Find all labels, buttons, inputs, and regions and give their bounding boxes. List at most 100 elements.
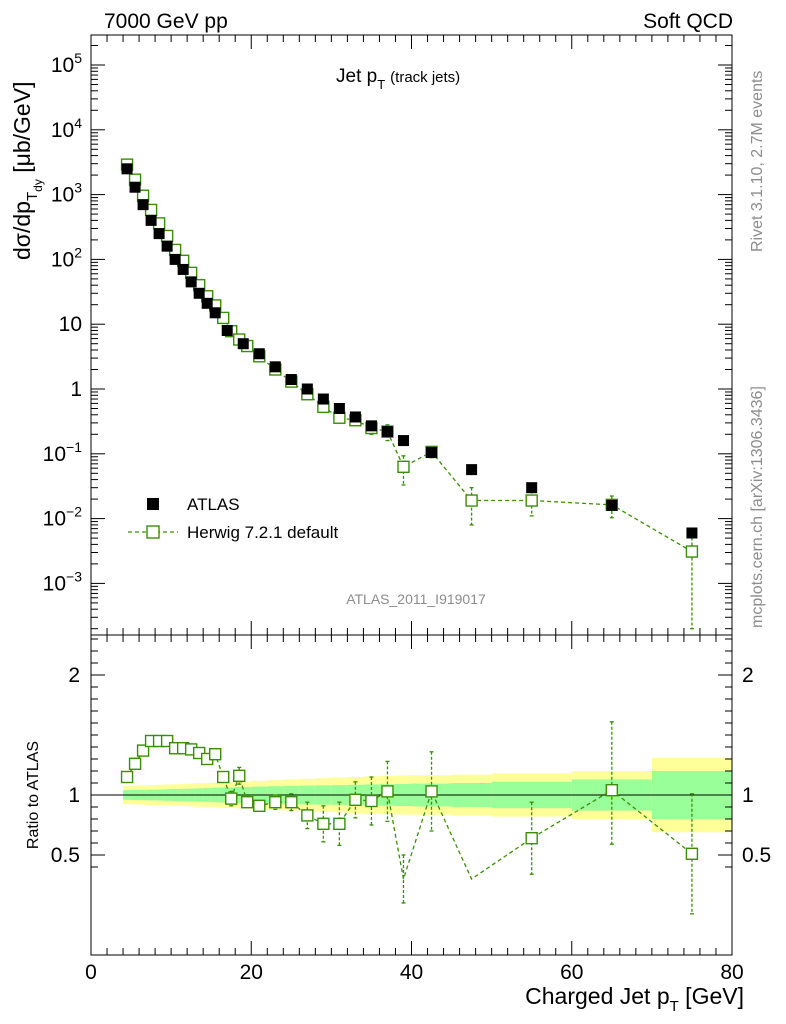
atlas-point: [193, 287, 205, 299]
main-ytick-label: 10−2: [43, 504, 83, 531]
ratio-plot-frame: [90, 634, 733, 956]
ratio-point: [225, 792, 238, 805]
ratio-ytick-label-left: 2: [68, 664, 80, 687]
atlas-point: [606, 499, 618, 511]
atlas-point: [121, 163, 133, 175]
ratio-point: [128, 757, 142, 770]
plot-title-sub: T: [377, 77, 385, 92]
main-plot-frame: [90, 34, 733, 636]
main-ylabel: dσ/dpTdy [μb/GeV]: [9, 82, 45, 260]
atlas-point: [333, 403, 345, 415]
main-ytick-label: 10−3: [43, 568, 83, 595]
atlas-point: [526, 482, 538, 494]
main-ytick-label: 10: [59, 313, 82, 336]
atlas-point: [221, 324, 233, 336]
atlas-point: [201, 297, 213, 309]
mc-point: [685, 545, 699, 558]
atlas-point: [269, 361, 281, 373]
mcplots-label: mcplots.cern.ch [arXiv:1306.3436]: [749, 386, 766, 628]
ratio-point: [208, 748, 222, 761]
atlas-point: [129, 181, 141, 193]
ratio-point: [333, 817, 346, 830]
ratio-point: [217, 770, 230, 784]
ratio-point: [349, 793, 362, 806]
plot-title-suffix: (track jets): [390, 69, 460, 86]
atlas-point: [686, 527, 698, 539]
legend-mc-label: Herwig 7.2.1 default: [187, 523, 338, 542]
ratio-ylabel: Ratio to ATLAS: [25, 741, 42, 849]
atlas-point: [145, 214, 157, 226]
plot-title: Jet pT (track jets): [336, 66, 460, 92]
mc-point: [525, 494, 538, 507]
atlas-point: [161, 240, 173, 252]
atlas-point: [209, 307, 221, 319]
atlas-point: [153, 228, 165, 240]
mc-point: [465, 494, 478, 507]
ratio-point: [685, 847, 699, 860]
legend-atlas-label: ATLAS: [187, 495, 240, 514]
main-ytick-label: 104: [51, 115, 82, 142]
ratio-ytick-label-right: 0.5: [742, 844, 771, 867]
atlas-point: [349, 411, 361, 423]
main-ytick-label: 10−1: [43, 439, 83, 466]
atlas-point: [253, 348, 265, 360]
ratio-point: [317, 817, 330, 830]
xtick-label: 0: [85, 961, 97, 984]
ratio-series: [120, 721, 699, 915]
ratio-ytick-label-left: 0.5: [51, 844, 80, 867]
atlas-point: [381, 426, 393, 438]
legend-atlas-marker: [147, 498, 159, 510]
main-ytick-label: 1: [70, 378, 82, 401]
xtick-label: 40: [400, 961, 423, 984]
atlas-point: [317, 393, 329, 405]
legend: ATLAS Herwig 7.2.1 default: [128, 495, 338, 542]
ratio-point: [381, 785, 394, 798]
atlas-point: [185, 276, 197, 288]
header-right: Soft QCD: [643, 10, 733, 33]
atlas-point: [365, 420, 377, 432]
legend-mc-marker: [146, 525, 160, 539]
atlas-point: [466, 464, 478, 476]
atlas-point: [285, 374, 297, 386]
rivet-label: Rivet 3.1.10, 2.7M events: [749, 71, 766, 252]
main-ytick-label: 103: [51, 180, 82, 207]
ratio-point: [365, 794, 378, 808]
atlas-point: [397, 435, 409, 447]
mc-series: [120, 158, 699, 630]
atlas-point: [237, 338, 249, 350]
ratio-point: [160, 734, 174, 748]
ratio-point: [241, 796, 254, 809]
ratio-point: [269, 796, 282, 809]
main-axis-ticks: 10−3 10−2 10−1 1 10 102 103 104 105: [43, 35, 733, 635]
xtick-label: 20: [240, 961, 263, 984]
xtick-label: 60: [560, 961, 583, 984]
ratio-ytick-label-right: 2: [742, 664, 754, 687]
ratio-point: [525, 832, 538, 845]
ratio-point: [425, 785, 438, 798]
atlas-point: [426, 446, 438, 458]
ratio-point: [285, 796, 298, 809]
plot-title-main: Jet p: [336, 66, 377, 87]
atlas-point: [177, 263, 189, 275]
ratio-point: [120, 770, 134, 784]
ratio-point: [301, 809, 314, 822]
mc-point: [397, 460, 410, 474]
ratio-point: [136, 744, 150, 757]
analysis-reference: ATLAS_2011_I919017: [346, 591, 486, 607]
ratio-ytick-label-left: 1: [68, 784, 80, 807]
main-ytick-label: 105: [51, 50, 82, 77]
ratio-ytick-label-right: 1: [742, 784, 754, 807]
atlas-point: [169, 253, 181, 265]
atlas-series: [121, 163, 698, 539]
atlas-point: [137, 199, 149, 211]
ratio-point: [233, 769, 246, 782]
ratio-xlabel: Charged Jet pT [GeV]: [525, 983, 744, 1015]
ratio-point: [605, 784, 619, 797]
ratio-point: [253, 799, 266, 812]
xtick-label: 80: [720, 961, 743, 984]
mc-series-line: [126, 164, 693, 553]
header-left: 7000 GeV pp: [104, 10, 228, 33]
main-ytick-label: 102: [51, 244, 82, 271]
atlas-point: [301, 383, 313, 395]
